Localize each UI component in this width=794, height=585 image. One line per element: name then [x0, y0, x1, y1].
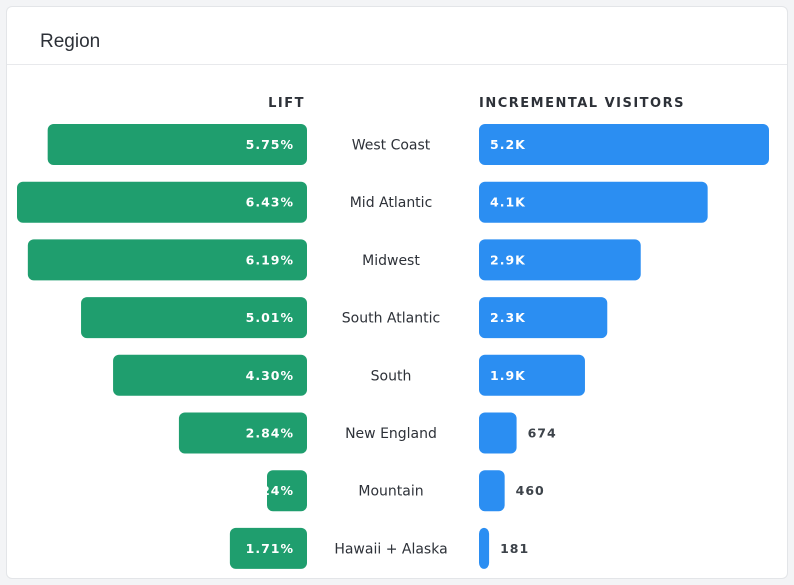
visitors-value-label: 674 — [528, 426, 557, 441]
visitors-value-label: 2.3K — [490, 310, 526, 325]
lift-value-label: 2.84% — [246, 426, 294, 441]
lift-bar-hawaii-alaska — [229, 527, 307, 569]
lift-bar-south — [113, 354, 308, 396]
visitors-value-label: 181 — [500, 541, 529, 556]
visitors-value-label: 2.9K — [490, 252, 526, 267]
visitors-value-label: 5.2K — [490, 137, 526, 152]
visitors-value-label: 460 — [516, 483, 545, 498]
lift-column-header: LIFT — [268, 96, 305, 111]
card-header: Region — [7, 7, 787, 65]
category-label-new-england: New England — [345, 426, 437, 442]
lift-value-label: 1.71% — [246, 541, 294, 556]
visitors-bar-mountain — [479, 470, 505, 512]
visitors-bar-hawaii-alaska — [479, 527, 490, 569]
visitors-bar-new-england — [479, 412, 517, 454]
lift-value-label: 5.01% — [246, 310, 294, 325]
lift-value-label: .24% — [255, 483, 294, 498]
lift-value-label: 4.30% — [246, 368, 294, 383]
visitors-column-header: INCREMENTAL VISITORS — [479, 96, 685, 111]
lift-value-label: 6.19% — [246, 252, 294, 267]
visitors-value-label: 1.9K — [490, 368, 526, 383]
visitors-bar-midwest — [479, 239, 641, 281]
category-label-west-coast: West Coast — [352, 138, 431, 154]
region-card: Region LIFT INCREMENTAL VISITORS 5.75% We… — [6, 6, 788, 579]
visitors-value-label: 4.1K — [490, 195, 526, 210]
category-label-hawaii-alaska: Hawaii + Alaska — [334, 541, 447, 557]
lift-bar-midwest — [27, 239, 308, 281]
category-label-south-atlantic: South Atlantic — [342, 311, 440, 327]
visitors-bar-west-coast — [479, 124, 769, 165]
category-label-mid-atlantic: Mid Atlantic — [350, 195, 433, 211]
lift-bar-new-england — [178, 412, 307, 454]
category-label-south: South — [371, 368, 412, 384]
category-label-mountain: Mountain — [358, 484, 423, 500]
lift-value-label: 6.43% — [246, 195, 294, 210]
visitors-bar-mid-atlantic — [479, 181, 708, 223]
lift-bar-mountain — [267, 470, 307, 512]
lift-bar-south-atlantic — [81, 297, 307, 339]
lift-bar-west-coast — [47, 124, 308, 165]
visitors-bar-south-atlantic — [479, 297, 608, 339]
visitors-bar-south — [479, 354, 585, 396]
card-title: Region — [40, 31, 101, 52]
region-butterfly-chart: LIFT INCREMENTAL VISITORS 5.75% West Coas… — [17, 96, 769, 569]
lift-bar-mid-atlantic — [17, 181, 307, 223]
lift-value-label: 5.75% — [246, 137, 294, 152]
chart-rows: 5.75% West Coast 5.2K 6.43% Mid Atlantic 4.1K… — [17, 124, 769, 569]
category-label-midwest: Midwest — [362, 253, 420, 269]
